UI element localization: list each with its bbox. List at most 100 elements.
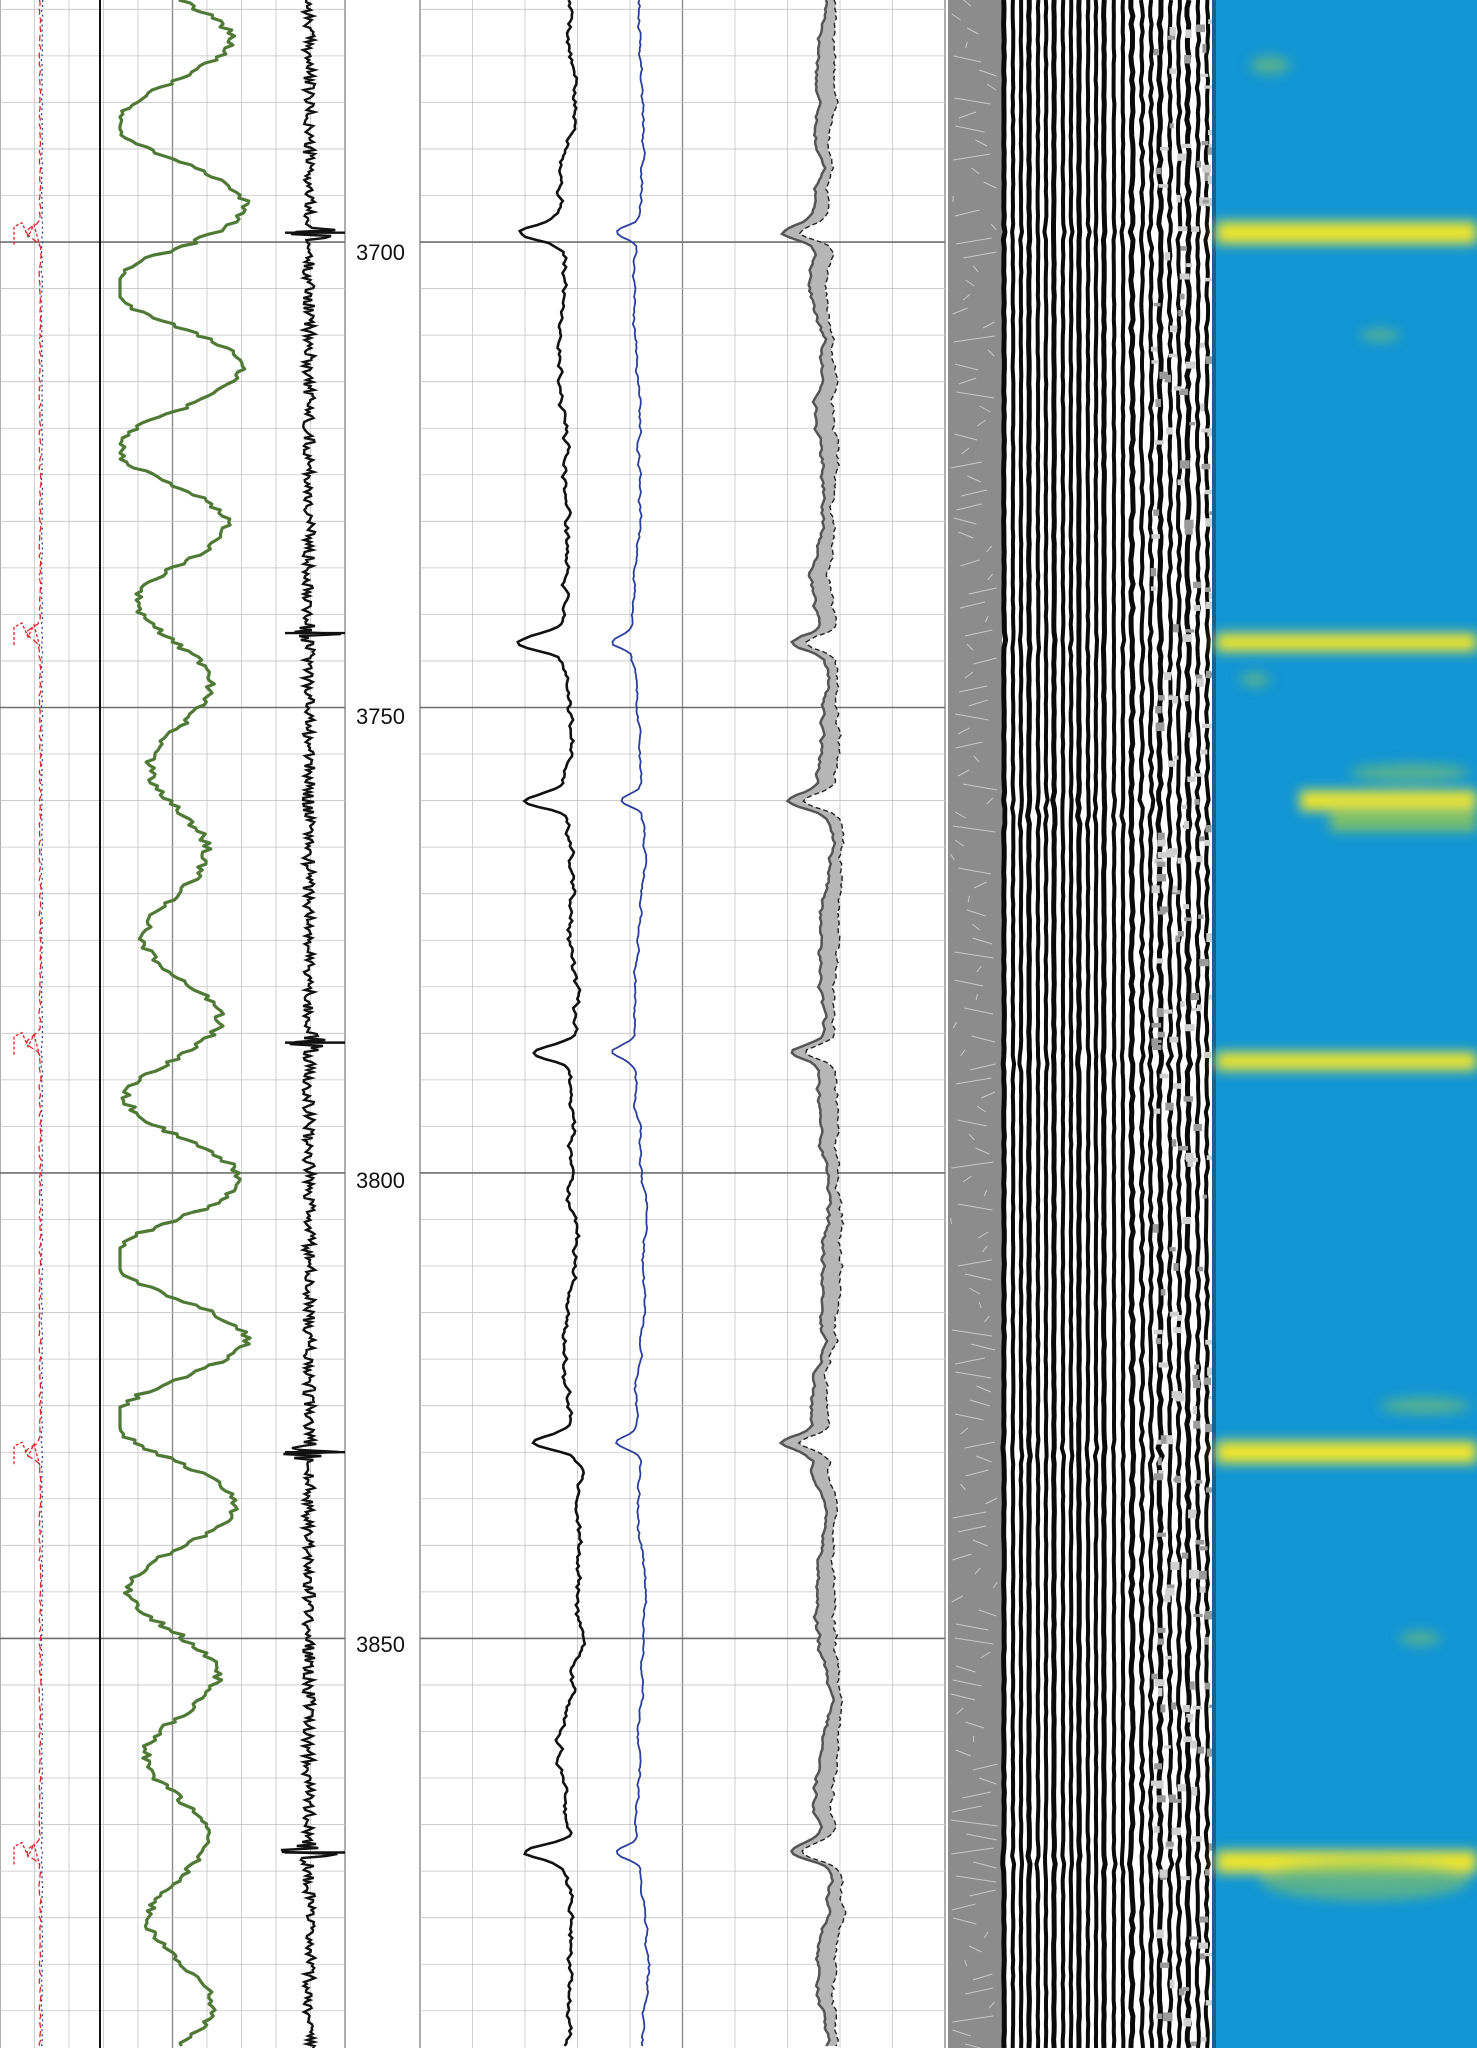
vd-speckle: [1158, 695, 1165, 701]
vd-speckle: [1197, 1746, 1205, 1754]
vd-grey-texture: [960, 489, 988, 497]
vd-speckle: [1156, 910, 1166, 915]
vd-speckle: [1193, 581, 1202, 589]
vd-speckle: [1205, 825, 1212, 833]
vd-grey-texture: [986, 797, 994, 805]
vd-black-stripe: [1075, 0, 1083, 2048]
vd-speckle: [1205, 1339, 1215, 1345]
vd-speckle: [1204, 839, 1211, 846]
vd-speckle: [1206, 197, 1214, 207]
vd-black-stripe: [1010, 0, 1017, 2048]
vd-grey-texture: [963, 0, 972, 7]
vd-speckle: [1157, 1795, 1166, 1803]
vd-grey-texture: [951, 13, 961, 21]
vd-speckle: [1150, 346, 1158, 352]
vd-speckle: [1187, 1161, 1193, 1167]
track-3-variable-density: [948, 0, 1220, 2048]
image-bright-band: [1216, 1441, 1477, 1464]
vd-grey-texture: [980, 1651, 991, 1659]
image-faint-layer: [1400, 1631, 1440, 1646]
image-left-edge: [1212, 0, 1216, 2048]
vd-speckle: [1206, 933, 1213, 943]
vd-speckle: [1173, 386, 1182, 391]
vd-grey-texture: [975, 993, 978, 1001]
vd-speckle: [1193, 605, 1201, 611]
vd-speckle: [1157, 1457, 1162, 1466]
vd-speckle: [1168, 353, 1178, 358]
vd-grey-texture: [965, 2043, 982, 2048]
image-faint-layer: [1380, 1397, 1470, 1414]
series-grey-filled-band: [780, 0, 846, 2046]
vd-grey-texture: [972, 1973, 993, 1981]
vd-grey-texture: [950, 853, 955, 861]
vd-speckle: [1178, 1145, 1189, 1151]
vd-speckle: [1199, 1586, 1206, 1593]
vd-speckle: [1202, 43, 1207, 53]
vd-grey-texture: [971, 1035, 996, 1043]
vd-speckle: [1173, 755, 1179, 760]
series-blue: [611, 0, 651, 2047]
vd-speckle: [1156, 958, 1164, 964]
vd-speckle: [1209, 994, 1215, 1000]
vd-speckle: [1153, 1826, 1160, 1833]
vd-grey-texture: [976, 419, 986, 427]
vd-speckle: [1173, 1799, 1181, 1803]
vd-grey-texture: [955, 1371, 992, 1379]
vd-speckle: [1199, 958, 1209, 967]
vd-speckle: [1165, 1655, 1172, 1660]
vd-speckle: [1154, 1679, 1165, 1687]
vd-speckle: [1165, 1102, 1174, 1111]
vd-speckle: [1191, 1740, 1198, 1749]
vd-grey-texture: [963, 251, 997, 259]
vd-grey-texture: [955, 811, 966, 819]
image-background: [1214, 0, 1477, 2048]
vd-speckle: [1205, 670, 1212, 679]
vd-grey-texture: [958, 685, 988, 693]
vd-grey-texture: [976, 1385, 992, 1393]
vd-black-stripe: [1165, 0, 1175, 2048]
vd-grey-texture: [951, 1595, 964, 1603]
vd-speckle: [1204, 1636, 1209, 1645]
vd-speckle: [1205, 2000, 1214, 2006]
vd-grey-texture: [962, 1791, 992, 1799]
vd-speckle: [1188, 732, 1193, 738]
vd-speckle: [1177, 1784, 1187, 1792]
vd-grey-texture: [973, 1861, 997, 1869]
vd-grey-texture: [955, 1413, 984, 1421]
vd-grey-texture: [983, 1189, 988, 1197]
vd-grey-texture: [960, 559, 980, 567]
vd-grey-texture: [957, 1203, 993, 1211]
vd-grey-texture: [972, 1539, 988, 1547]
vd-grey-texture: [975, 139, 988, 147]
vd-grey-texture: [954, 979, 984, 987]
image-faint-layer: [1250, 56, 1290, 75]
vd-speckle: [1151, 885, 1160, 894]
vd-grey-texture: [964, 1441, 995, 1449]
vd-speckle: [1179, 460, 1190, 469]
vd-speckle: [1194, 1364, 1200, 1370]
vd-speckle: [1169, 1247, 1176, 1252]
vd-speckle: [1188, 1569, 1199, 1579]
vd-grey-texture: [964, 1273, 992, 1281]
vd-speckle: [1156, 1008, 1164, 1017]
vd-speckle: [1193, 773, 1203, 777]
vd-speckle: [1184, 519, 1194, 529]
vd-black-stripe: [1034, 0, 1042, 2048]
vd-grey-texture: [965, 1987, 994, 1995]
vd-speckle: [1151, 360, 1158, 364]
depth-tick-label: 3850: [356, 1632, 405, 1657]
vd-grey-texture: [970, 1343, 996, 1351]
vd-speckle: [1192, 1374, 1198, 1382]
vd-speckle: [1204, 1682, 1211, 1690]
vd-speckle: [1153, 1473, 1164, 1481]
vd-grey-texture: [992, 1581, 998, 1589]
vd-grey-texture: [985, 615, 989, 623]
vd-speckle: [1193, 1123, 1202, 1132]
vd-grey-texture: [973, 657, 997, 665]
vd-speckle: [1198, 1546, 1208, 1551]
vd-speckle: [1201, 428, 1209, 433]
image-faint-layer: [1260, 1860, 1470, 1901]
vd-speckle: [1205, 277, 1213, 282]
vd-speckle: [1178, 1988, 1185, 1996]
vd-speckle: [1152, 1224, 1159, 1233]
